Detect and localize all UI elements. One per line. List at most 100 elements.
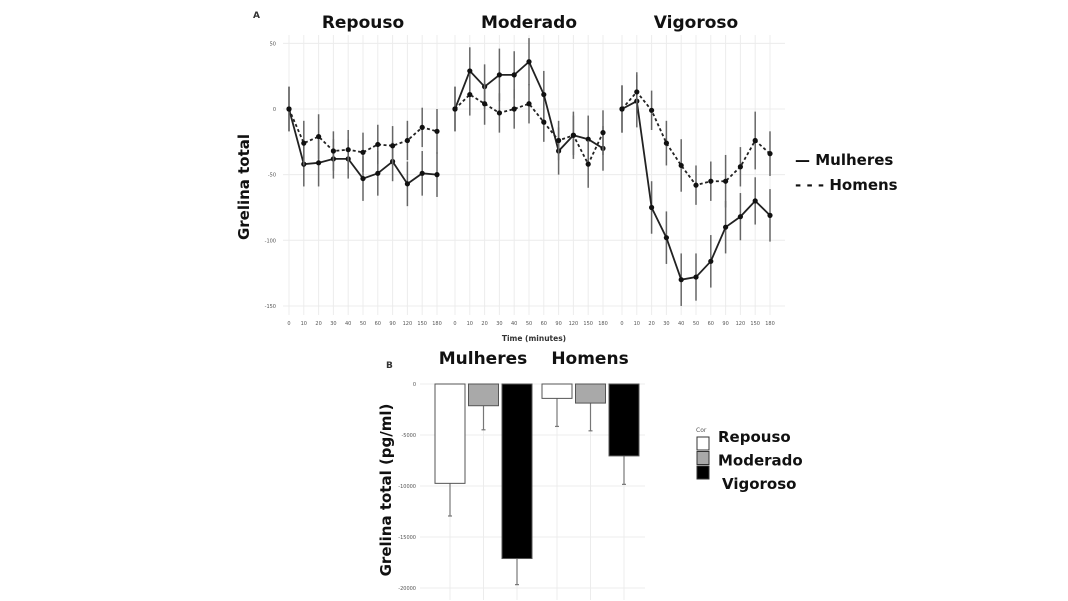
x-tick-label: 90	[555, 321, 561, 327]
facet-mulheres: Mulheres	[434, 349, 533, 600]
x-tick-label: 90	[389, 321, 395, 327]
data-point-mulheres	[541, 91, 547, 98]
data-point-homens	[375, 141, 381, 148]
y-tick-label: -20000	[398, 586, 416, 592]
x-tick-label: 30	[663, 321, 669, 327]
x-tick-label: 120	[736, 321, 746, 327]
data-point-homens	[496, 110, 502, 116]
data-point-homens	[390, 143, 396, 149]
x-tick-label: 0	[453, 321, 456, 327]
facet-title: Mulheres	[439, 349, 528, 369]
data-point-mulheres	[511, 72, 517, 78]
y-axis-label: Grelina total (pg/ml)	[377, 404, 395, 577]
x-tick-label: 120	[569, 321, 579, 327]
data-point-homens	[404, 137, 410, 144]
legend-item-vigoroso: Vigoroso	[722, 475, 796, 493]
y-tick-label: -5000	[401, 433, 416, 439]
data-point-homens	[434, 128, 440, 134]
data-point-mulheres	[693, 274, 699, 280]
data-point-homens	[286, 106, 292, 112]
data-point-homens	[345, 147, 351, 153]
data-point-mulheres	[375, 170, 381, 176]
data-point-homens	[330, 148, 336, 154]
x-tick-label: 10	[634, 321, 640, 327]
data-point-mulheres	[649, 204, 655, 211]
y-tick-label: 0	[413, 382, 416, 388]
data-point-homens	[708, 178, 714, 184]
data-point-homens	[737, 164, 744, 170]
data-point-homens	[452, 106, 458, 112]
legend-swatch-repouso	[696, 436, 710, 451]
x-tick-label: 20	[481, 321, 487, 327]
y-axis-label: Grelina total	[235, 134, 253, 240]
data-point-mulheres	[419, 170, 425, 176]
data-point-mulheres	[585, 136, 591, 142]
panel-label-b: B	[386, 361, 393, 371]
data-point-mulheres	[316, 160, 322, 166]
x-tick-label: 30	[496, 321, 502, 327]
bar-vigoroso	[501, 383, 533, 560]
data-point-mulheres	[723, 224, 729, 230]
data-point-homens	[556, 137, 562, 144]
x-tick-label: 90	[722, 321, 728, 327]
y-tick-label: 50	[270, 41, 276, 47]
data-point-homens	[316, 133, 322, 140]
data-point-homens	[526, 101, 532, 107]
data-point-mulheres	[737, 214, 744, 220]
x-tick-label: 40	[511, 321, 517, 327]
data-point-homens	[541, 119, 547, 125]
data-point-mulheres	[752, 198, 758, 204]
x-axis-label: Time (minutes)	[502, 334, 566, 343]
x-tick-label: 150	[583, 321, 593, 327]
data-point-homens	[570, 132, 577, 138]
x-tick-label: 40	[345, 321, 351, 327]
x-tick-label: 50	[360, 321, 366, 327]
facet-title: Vigoroso	[654, 13, 738, 33]
facet-repouso: 0 10 20 30 40 50 60 90 120 150 180 Repouso	[286, 13, 442, 327]
y-tick-label: -15000	[398, 535, 416, 541]
data-point-mulheres	[360, 175, 366, 182]
legend-title: Cor	[696, 427, 707, 434]
y-tick-label: -100	[265, 238, 276, 244]
data-point-mulheres	[526, 59, 532, 65]
bar-moderado	[468, 383, 499, 407]
legend-swatch-moderado	[696, 451, 710, 465]
x-tick-label: 180	[432, 321, 442, 327]
data-point-homens	[767, 151, 773, 157]
y-tick-label: -150	[265, 304, 276, 310]
legend-swatch-vigoroso	[696, 465, 710, 480]
x-tick-label: 20	[648, 321, 654, 327]
bar-vigoroso	[608, 383, 640, 457]
legend-item-homens: - - - Homens	[795, 176, 898, 194]
data-point-homens	[678, 162, 684, 169]
x-tick-label: 180	[598, 321, 608, 327]
data-point-homens	[360, 149, 366, 155]
facet-vigoroso: 0 10 20 30 40 50 60 90 120 150 180 Vigoroso	[619, 13, 775, 327]
data-point-homens	[663, 140, 670, 146]
data-point-mulheres	[767, 212, 773, 218]
legend-item-repouso: Repouso	[718, 428, 791, 446]
data-point-mulheres	[404, 181, 410, 187]
x-tick-label: 150	[417, 321, 427, 327]
data-point-homens	[482, 101, 488, 107]
x-tick-label: 180	[765, 321, 775, 327]
data-point-homens	[585, 161, 591, 167]
x-tick-label: 60	[708, 321, 714, 327]
y-tick-label: 0	[273, 107, 276, 113]
y-tick-label: -50	[268, 173, 276, 179]
data-point-homens	[723, 178, 729, 184]
data-point-homens	[634, 89, 640, 95]
x-tick-label: 60	[375, 321, 381, 327]
x-tick-label: 10	[301, 321, 307, 327]
x-tick-label: 20	[315, 321, 321, 327]
data-point-homens	[619, 106, 625, 112]
x-tick-label: 40	[678, 321, 684, 327]
bar-moderado	[575, 383, 606, 404]
facet-moderado: 0 10 20 30 40 50 60 90 120 150 180 Moderado	[452, 13, 608, 327]
x-tick-label: 50	[693, 321, 699, 327]
y-tick-label: -10000	[398, 484, 416, 490]
data-point-homens	[752, 137, 758, 144]
bar-repouso	[434, 383, 466, 484]
data-point-mulheres	[663, 235, 670, 241]
